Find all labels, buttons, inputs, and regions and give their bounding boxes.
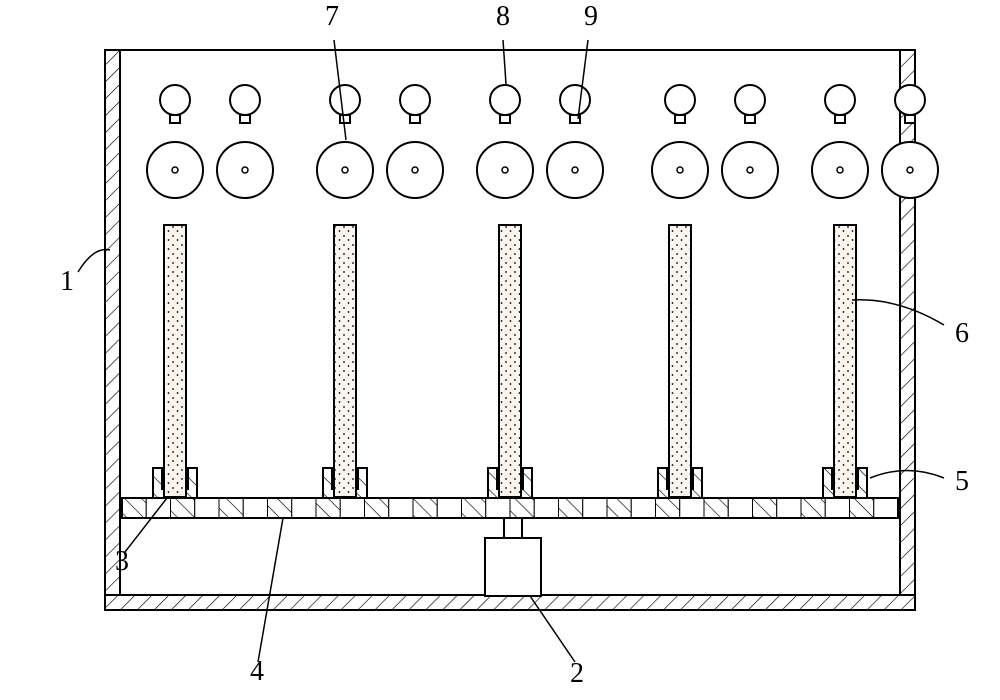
callout-label: 6 [955, 318, 969, 349]
rotary-element [317, 142, 373, 198]
technical-diagram: 7 8 9 1 6 5 3 4 2 [0, 0, 1000, 700]
motor-shaft [504, 518, 522, 538]
leader-line [852, 300, 944, 325]
rod [499, 225, 521, 497]
motor-body [485, 538, 541, 596]
spray-nozzle [400, 85, 430, 123]
callout-label: 1 [60, 266, 74, 297]
callout-label: 7 [325, 1, 339, 32]
spray-nozzle [825, 85, 855, 123]
rotary-element [387, 142, 443, 198]
callout-label: 8 [496, 1, 510, 32]
spray-nozzle [230, 85, 260, 123]
leader-line [258, 518, 283, 662]
rotary-element [217, 142, 273, 198]
leader-line [503, 40, 506, 84]
callout-label: 2 [570, 658, 584, 689]
spray-nozzle [490, 85, 520, 123]
rotary-element [477, 142, 533, 198]
rotary-element [882, 142, 938, 198]
spray-nozzle [330, 85, 360, 123]
rotary-element [652, 142, 708, 198]
callout-label: 3 [115, 546, 129, 577]
spray-nozzle [735, 85, 765, 123]
callout-label: 9 [584, 1, 598, 32]
rod [669, 225, 691, 497]
rod [834, 225, 856, 497]
spray-nozzle [665, 85, 695, 123]
spray-nozzle [560, 85, 590, 123]
rotary-element [812, 142, 868, 198]
spray-nozzle [160, 85, 190, 123]
rod [334, 225, 356, 497]
rod [164, 225, 186, 497]
rotary-element [722, 142, 778, 198]
rotary-element [147, 142, 203, 198]
callout-label: 4 [250, 656, 264, 687]
callout-label: 5 [955, 466, 969, 497]
rotary-element [547, 142, 603, 198]
